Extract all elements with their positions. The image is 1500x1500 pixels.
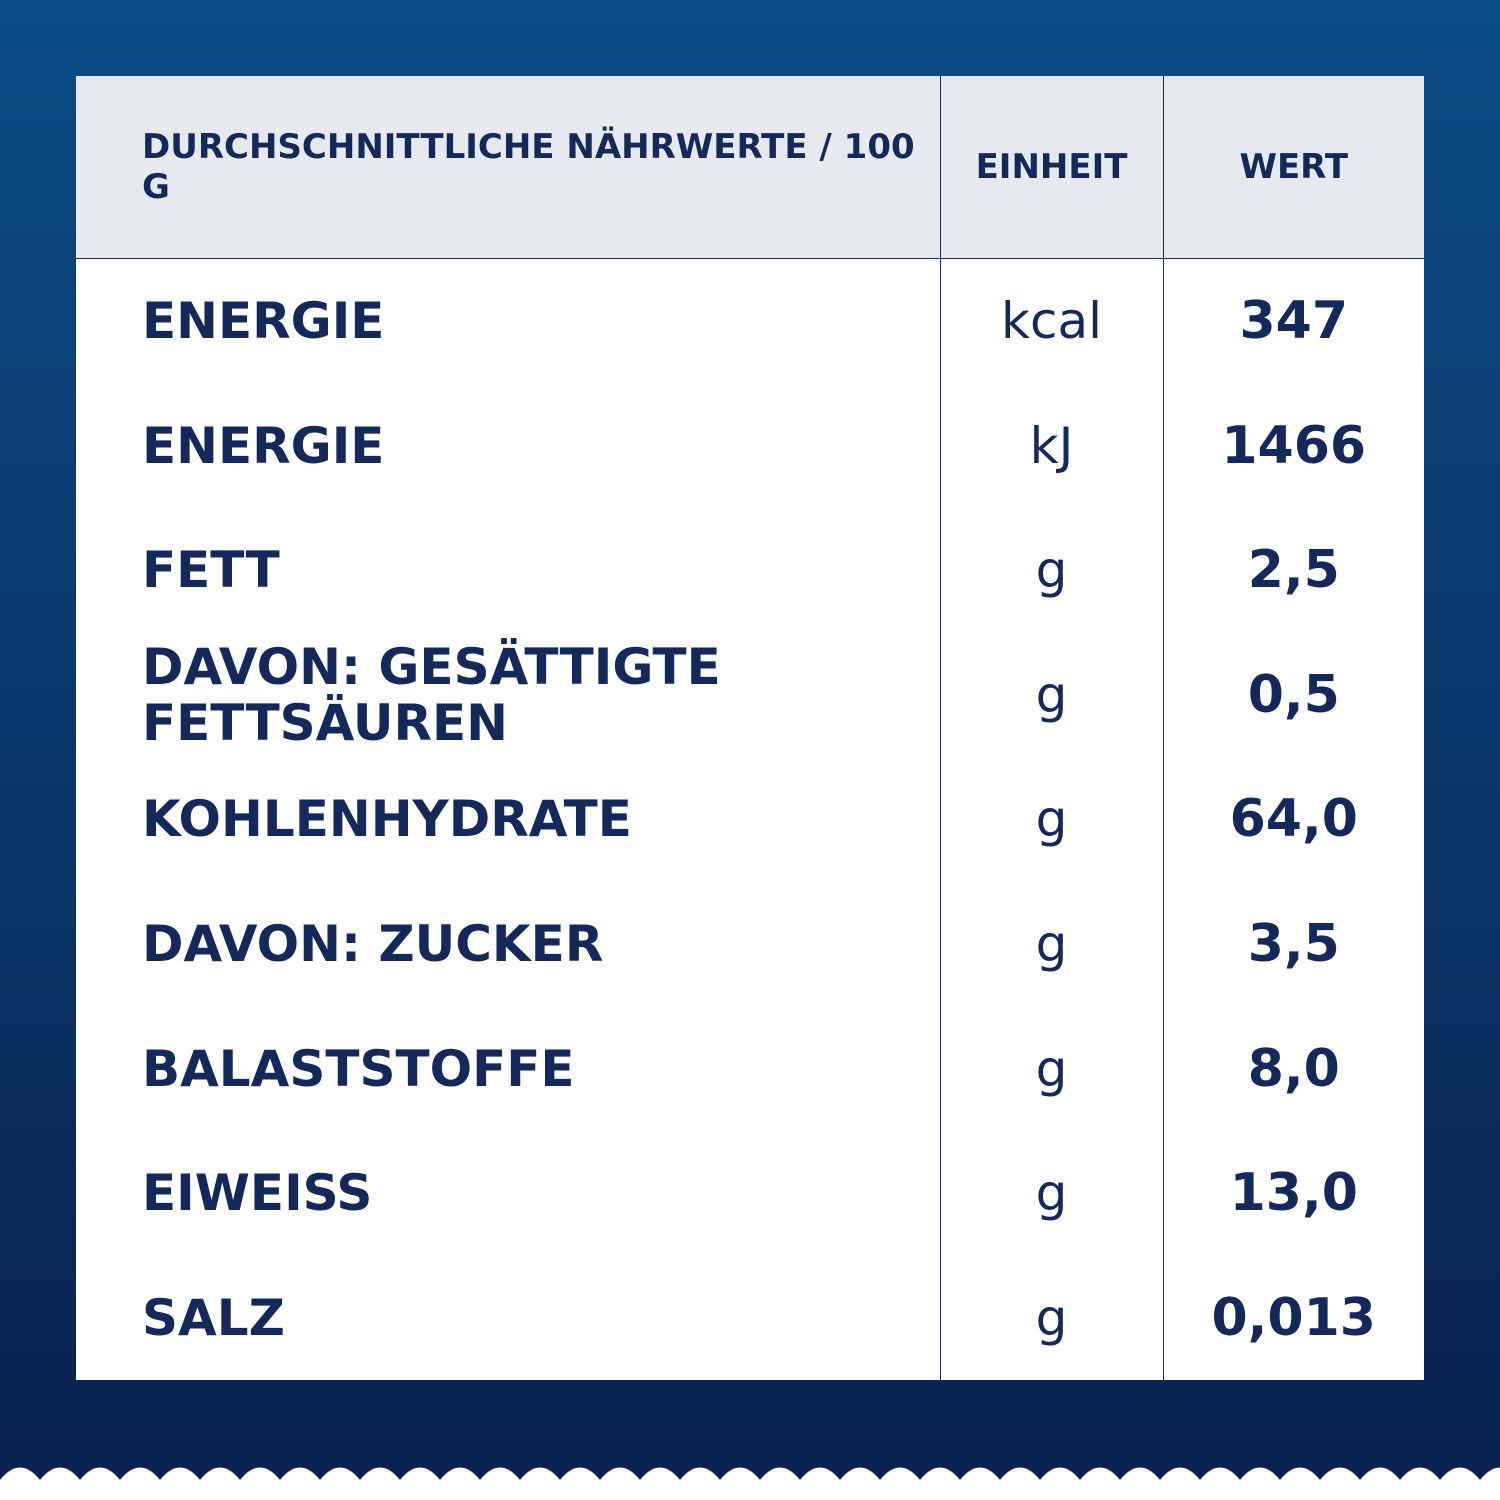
unit: g [939, 881, 1163, 1007]
nutrient-name: BALASTSTOFFE [142, 1039, 575, 1098]
unit: g [939, 1255, 1163, 1380]
unit: kJ [939, 383, 1163, 509]
table-row: ENERGIE kcal 347 [76, 258, 1424, 384]
nutrition-card: DURCHSCHNITTLICHE NÄHRWERTE / 100 G EINHE… [76, 76, 1424, 1380]
nutrient-name: DAVON: GESÄTTIGTE FETTSÄUREN [142, 637, 721, 752]
header-cell: EINHEIT [939, 76, 1163, 259]
unit: g [939, 1006, 1163, 1131]
table-row: SALZ g 0,013 [76, 1255, 1424, 1380]
nutrient-name: ENERGIE [142, 416, 385, 475]
nutrient-name: ENERGIE [142, 292, 385, 351]
unit: g [939, 508, 1163, 633]
value: 1466 [1162, 383, 1424, 509]
nutrient-name: DAVON: ZUCKER [142, 915, 604, 974]
unit: g [939, 632, 1163, 758]
table-row: DAVON: GESÄTTIGTE FETTSÄUREN g 0,5 [76, 632, 1424, 758]
value: 347 [1162, 258, 1424, 384]
nutrient-name: SALZ [142, 1288, 285, 1347]
nutrition-table: DURCHSCHNITTLICHE NÄHRWERTE / 100 G EINHE… [76, 76, 1424, 1380]
header-row: DURCHSCHNITTLICHE NÄHRWERTE / 100 G EINHE… [76, 76, 1424, 259]
value: 64,0 [1162, 757, 1424, 882]
value: 13,0 [1162, 1130, 1424, 1256]
nutrient-name: KOHLENHYDRATE [142, 790, 632, 849]
nutrient-name: EIWEISS [142, 1164, 373, 1223]
value: 2,5 [1162, 508, 1424, 633]
table-row: EIWEISS g 13,0 [76, 1130, 1424, 1256]
wave-border [0, 1467, 1500, 1500]
header-cell: DURCHSCHNITTLICHE NÄHRWERTE / 100 G [76, 76, 940, 259]
table-row: BALASTSTOFFE g 8,0 [76, 1006, 1424, 1131]
wave [0, 1467, 1500, 1500]
table-row: DAVON: ZUCKER g 3,5 [76, 881, 1424, 1007]
value: 3,5 [1162, 881, 1424, 1007]
unit: g [939, 757, 1163, 882]
unit: kcal [939, 258, 1163, 384]
header-cell: WERT [1162, 76, 1424, 259]
nutrient-name: FETT [142, 541, 280, 600]
value: 0,013 [1162, 1255, 1424, 1380]
unit: g [939, 1130, 1163, 1256]
table-row: FETT g 2,5 [76, 508, 1424, 633]
table-row: ENERGIE kJ 1466 [76, 383, 1424, 509]
value: 0,5 [1162, 632, 1424, 758]
table-row: KOHLENHYDRATE g 64,0 [76, 757, 1424, 882]
value: 8,0 [1162, 1006, 1424, 1131]
